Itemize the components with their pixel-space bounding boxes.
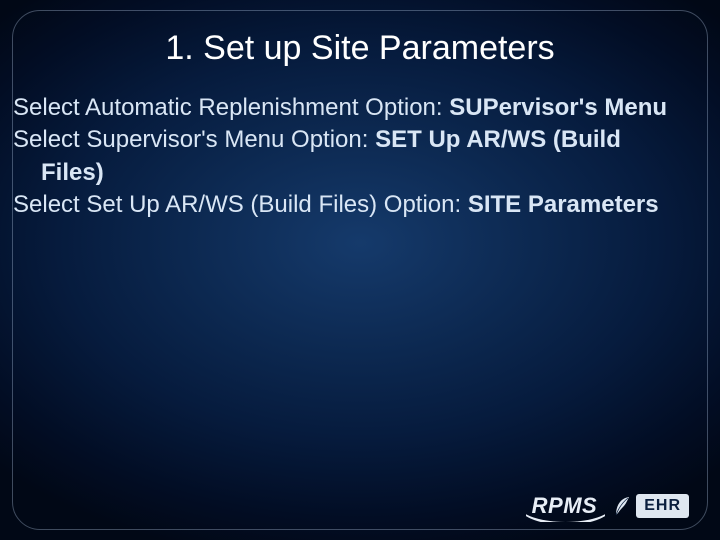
line-1: Select Automatic Replenishment Option: S… [41,92,679,124]
slide-title: 1. Set up Site Parameters [41,29,679,68]
feather-icon [613,495,631,517]
line-3-choice: SITE Parameters [468,191,659,218]
slide: 1. Set up Site Parameters Select Automat… [0,0,720,540]
footer-logos: RPMS EHR [532,493,689,519]
rpms-logo: RPMS [532,493,604,519]
line-2-prompt: Select Supervisor's Menu Option: [13,126,375,153]
line-3-prompt: Select Set Up AR/WS (Build Files) Option… [13,191,461,218]
line-1-prompt: Select Automatic Replenishment Option: [13,94,443,121]
slide-body: Select Automatic Replenishment Option: S… [41,92,679,222]
rpms-swoosh-icon [526,512,606,522]
line-3: Select Set Up AR/WS (Build Files) Option… [41,189,679,221]
line-1-choice: SUPervisor's Menu [449,94,667,121]
ehr-logo: EHR [613,494,689,518]
slide-frame: 1. Set up Site Parameters Select Automat… [12,10,708,530]
line-2: Select Supervisor's Menu Option: SET Up … [41,124,679,189]
ehr-logo-text: EHR [636,494,689,518]
